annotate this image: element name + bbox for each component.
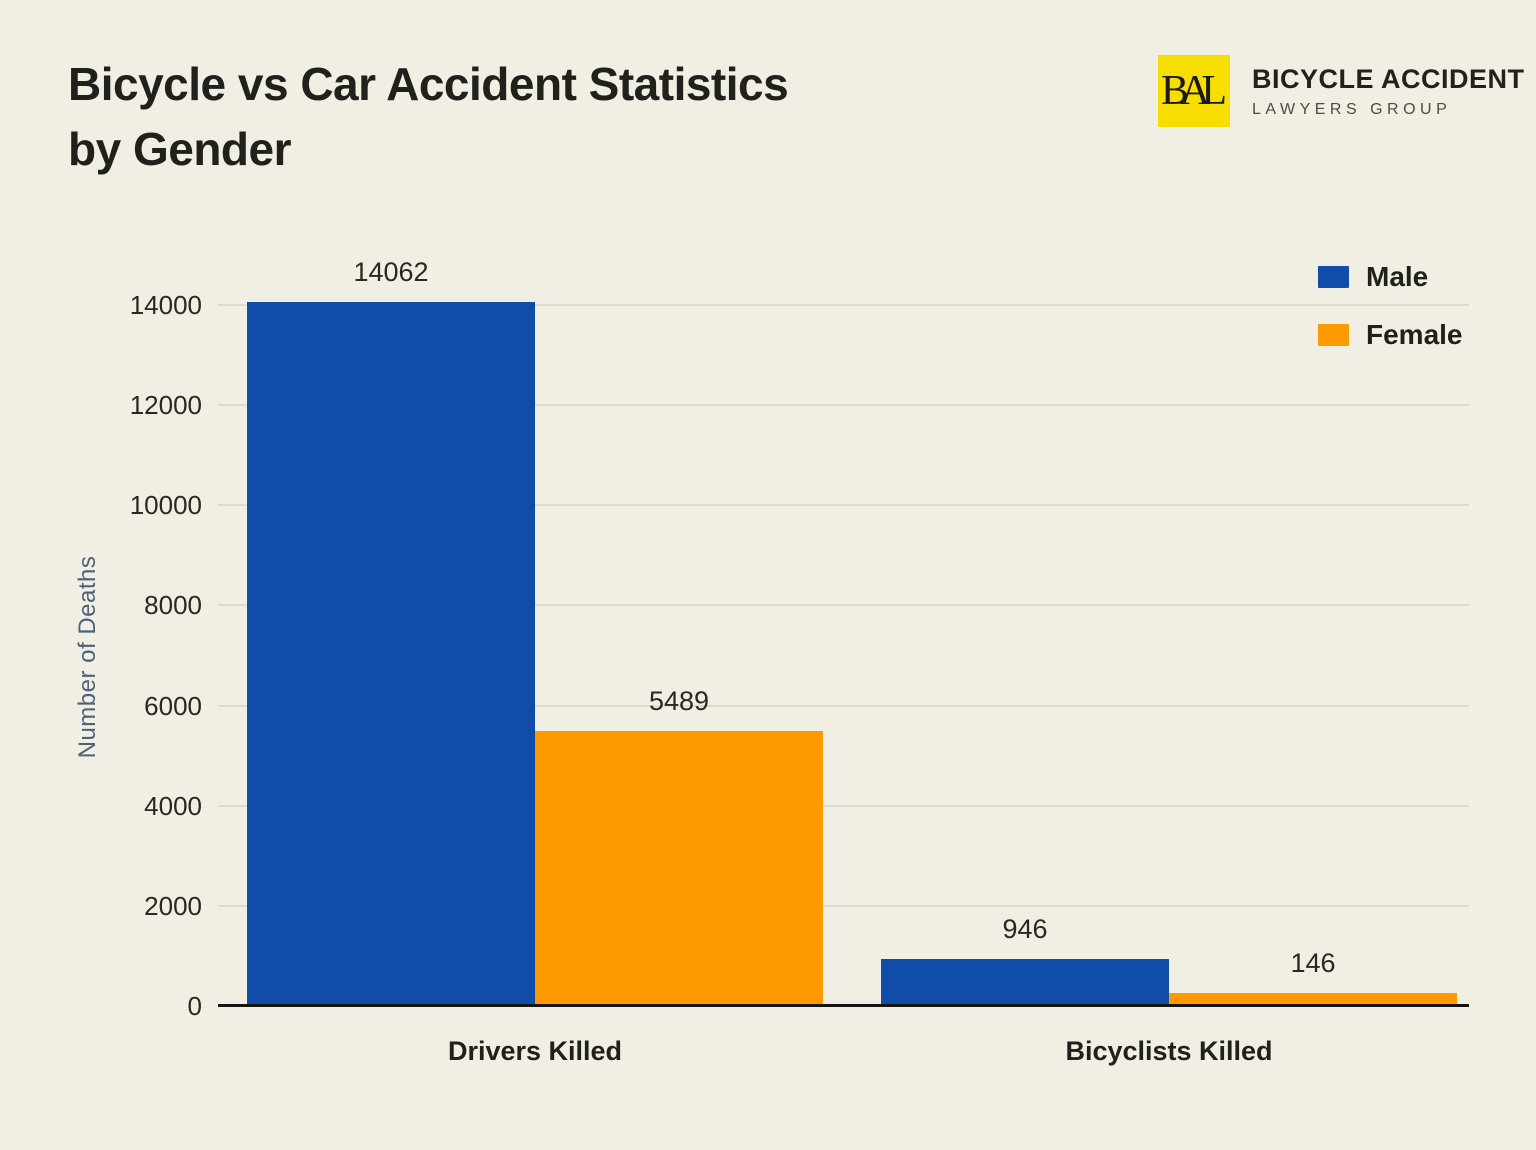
- value-label-146: 146: [1290, 948, 1336, 978]
- y-axis-title: Number of Deaths: [74, 555, 101, 759]
- legend-label-female: Female: [1366, 319, 1463, 350]
- gridline-10000: [218, 504, 1469, 507]
- y-tick-label-10000: 10000: [129, 490, 202, 521]
- y-tick-label-4000: 4000: [144, 790, 202, 821]
- plot-area: 14062 5489 946 146: [218, 230, 1469, 1006]
- bar-male-drivers: [247, 302, 535, 1006]
- legend-swatch-male: [1318, 266, 1349, 288]
- bar-male-bicyclists: [881, 959, 1169, 1006]
- chart-title: Bicycle vs Car Accident Statistics by Ge…: [68, 52, 789, 183]
- brand-logo: BAL BICYCLE ACCIDENT LAWYERS GROUP: [1158, 55, 1525, 127]
- gridline-12000: [218, 404, 1469, 407]
- value-label-946: 946: [1002, 914, 1048, 944]
- logo-name: BICYCLE ACCIDENT: [1252, 63, 1525, 94]
- x-axis-line: [218, 1004, 1469, 1007]
- category-label-drivers-killed: Drivers Killed: [447, 1036, 623, 1066]
- logo-monogram: BAL: [1158, 55, 1230, 127]
- y-tick-label-0: 0: [187, 991, 202, 1021]
- y-tick-label-2000: 2000: [144, 890, 202, 921]
- gridline-8000: [218, 604, 1469, 607]
- y-tick-label-6000: 6000: [144, 690, 202, 721]
- value-label-14062: 14062: [353, 257, 429, 287]
- gridline-6000: [218, 704, 1469, 707]
- gridline-2000: [218, 904, 1469, 907]
- value-label-5489: 5489: [648, 686, 710, 716]
- gridline-14000: [218, 304, 1469, 306]
- bar-female-drivers: [535, 731, 823, 1006]
- gridline-4000: [218, 804, 1469, 807]
- y-tick-label-8000: 8000: [144, 590, 202, 621]
- legend: Male Female: [1318, 260, 1463, 376]
- category-label-bicyclists-killed: Bicyclists Killed: [1065, 1036, 1273, 1066]
- legend-label-male: Male: [1366, 261, 1429, 292]
- legend-swatch-female: [1318, 324, 1349, 346]
- logo-text: BICYCLE ACCIDENT LAWYERS GROUP: [1252, 64, 1525, 119]
- bar-female-bicyclists: [1169, 993, 1457, 1006]
- y-tick-label-14000: 14000: [129, 290, 202, 320]
- logo-subtitle: LAWYERS GROUP: [1252, 100, 1452, 118]
- legend-item-male: Male: [1318, 260, 1463, 294]
- chart-title-line2: by Gender: [68, 123, 292, 176]
- y-tick-label-12000: 12000: [129, 390, 202, 421]
- legend-item-female: Female: [1318, 318, 1463, 352]
- chart-title-line1: Bicycle vs Car Accident Statistics: [68, 58, 789, 110]
